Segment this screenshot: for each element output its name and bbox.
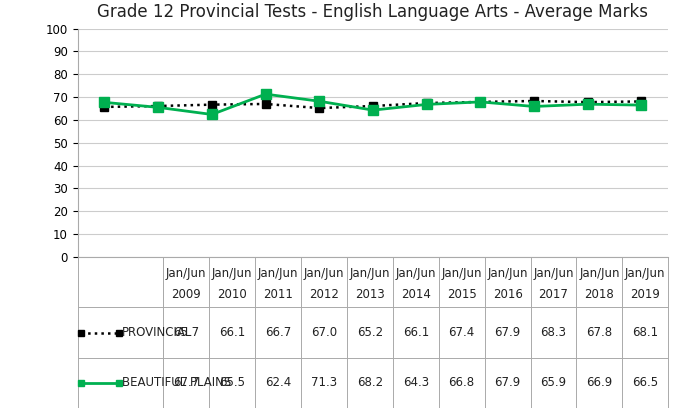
Text: 66.7: 66.7 [265, 326, 291, 339]
Text: 65.9: 65.9 [541, 376, 566, 389]
Text: 2010: 2010 [217, 288, 247, 301]
Text: 62.4: 62.4 [265, 376, 291, 389]
Text: 68.3: 68.3 [541, 326, 566, 339]
Text: 65.7: 65.7 [173, 326, 199, 339]
Text: Jan/Jun: Jan/Jun [304, 267, 344, 279]
Text: Jan/Jun: Jan/Jun [579, 267, 620, 279]
Text: Jan/Jun: Jan/Jun [258, 267, 298, 279]
Text: Jan/Jun: Jan/Jun [487, 267, 528, 279]
Text: 67.4: 67.4 [449, 326, 475, 339]
Text: 2016: 2016 [493, 288, 522, 301]
Text: 2012: 2012 [309, 288, 339, 301]
Text: Jan/Jun: Jan/Jun [441, 267, 482, 279]
Text: 66.5: 66.5 [632, 376, 658, 389]
Text: 2019: 2019 [630, 288, 660, 301]
Text: 66.1: 66.1 [219, 326, 245, 339]
Text: 67.0: 67.0 [311, 326, 337, 339]
Text: 66.9: 66.9 [587, 376, 612, 389]
Title: Grade 12 Provincial Tests - English Language Arts - Average Marks: Grade 12 Provincial Tests - English Lang… [97, 3, 649, 22]
Text: 68.1: 68.1 [632, 326, 658, 339]
Text: Jan/Jun: Jan/Jun [533, 267, 574, 279]
Text: Jan/Jun: Jan/Jun [212, 267, 252, 279]
Text: 67.9: 67.9 [495, 376, 520, 389]
Text: 2011: 2011 [263, 288, 293, 301]
Text: 65.5: 65.5 [219, 376, 245, 389]
Text: 71.3: 71.3 [311, 376, 337, 389]
Text: 65.2: 65.2 [357, 326, 383, 339]
Text: Jan/Jun: Jan/Jun [396, 267, 436, 279]
Text: 64.3: 64.3 [403, 376, 429, 389]
Text: 2017: 2017 [539, 288, 568, 301]
Text: 2018: 2018 [585, 288, 614, 301]
Text: 2015: 2015 [447, 288, 477, 301]
Text: 68.2: 68.2 [357, 376, 383, 389]
Text: BEAUTIFUL PLAINS: BEAUTIFUL PLAINS [122, 376, 231, 389]
Text: Jan/Jun: Jan/Jun [625, 267, 666, 279]
Text: 67.9: 67.9 [495, 326, 520, 339]
Text: 66.8: 66.8 [449, 376, 475, 389]
Text: 2014: 2014 [401, 288, 431, 301]
Text: 2013: 2013 [355, 288, 385, 301]
Text: Jan/Jun: Jan/Jun [350, 267, 390, 279]
Text: 67.8: 67.8 [587, 326, 612, 339]
Text: 67.7: 67.7 [173, 376, 199, 389]
Text: 66.1: 66.1 [402, 326, 429, 339]
Text: PROVINCIAL: PROVINCIAL [122, 326, 192, 339]
Text: Jan/Jun: Jan/Jun [166, 267, 207, 279]
Text: 2009: 2009 [171, 288, 201, 301]
